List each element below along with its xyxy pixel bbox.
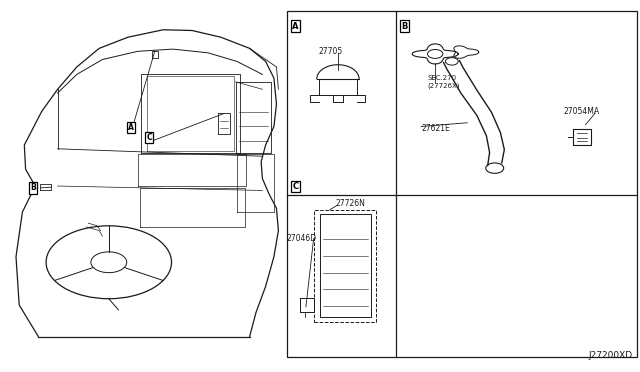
Text: B: B [401,22,408,31]
Text: 27054MA: 27054MA [563,107,599,116]
Text: A: A [292,22,299,31]
Text: SEC.270
(27726X): SEC.270 (27726X) [428,75,460,89]
Text: 27726N: 27726N [335,199,365,208]
Text: 27621E: 27621E [421,124,450,133]
Text: C: C [147,133,152,142]
Text: 27046D: 27046D [287,234,317,243]
Text: C: C [292,182,299,191]
Text: 27705: 27705 [318,47,342,56]
Text: A: A [128,123,134,132]
Bar [320,214,371,317]
Bar [314,210,376,322]
Text: B: B [31,183,36,192]
Text: J27200XD: J27200XD [588,351,632,360]
